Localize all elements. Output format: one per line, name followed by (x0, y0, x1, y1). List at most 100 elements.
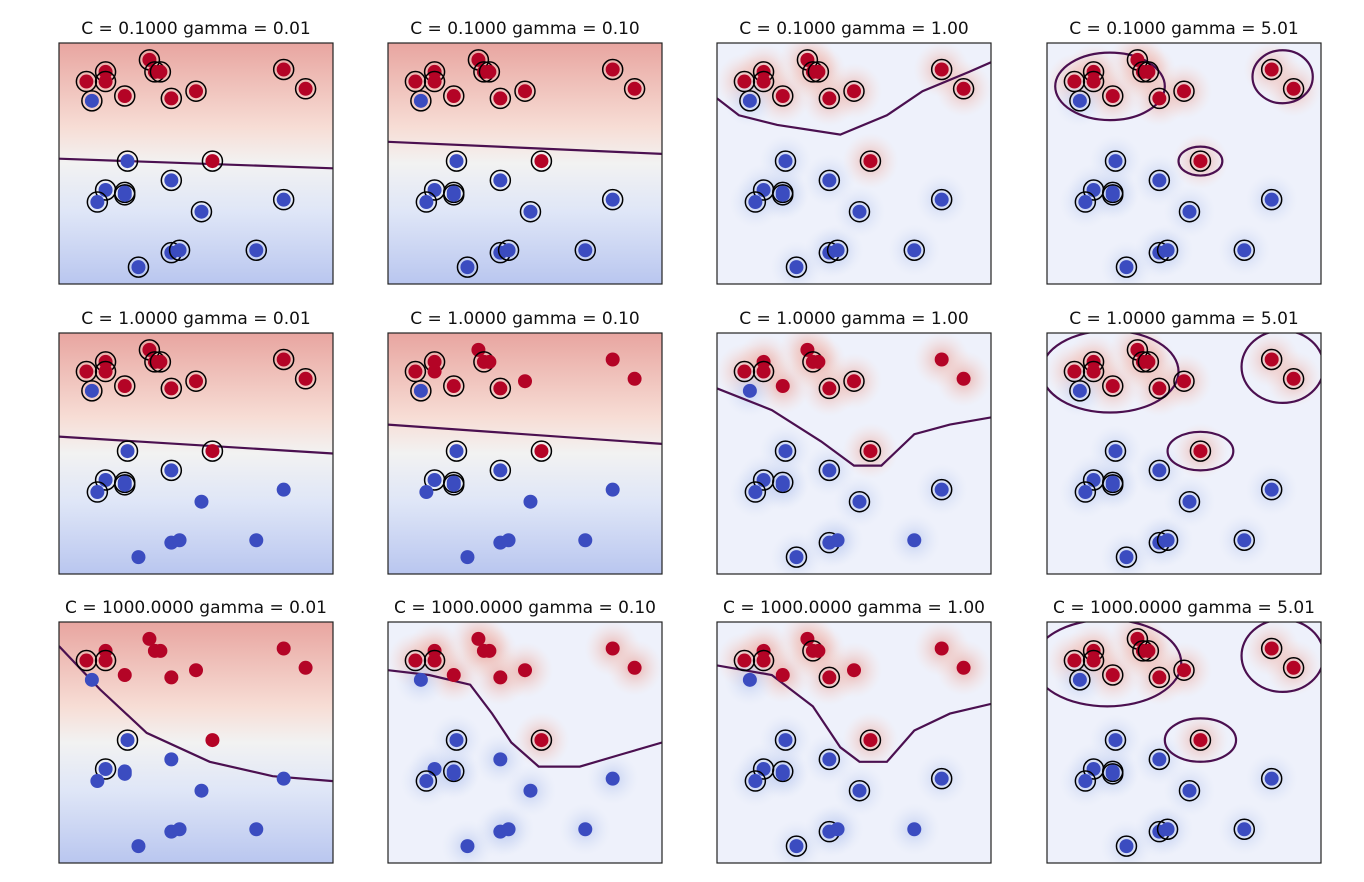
support-vector-ring (114, 375, 136, 397)
data-point (1160, 533, 1175, 548)
data-point (194, 783, 209, 798)
panel-title: C = 0.1000 gamma = 1.00 (739, 19, 968, 39)
data-point (153, 643, 168, 658)
support-vector-ring (478, 61, 501, 83)
support-vector-ring (81, 380, 103, 402)
data-point (98, 183, 113, 198)
data-point (446, 766, 461, 781)
support-vector-ring (245, 239, 268, 262)
data-point (822, 670, 837, 685)
data-point (1141, 354, 1156, 369)
data-point (1067, 74, 1082, 89)
panel-0-0: C = 0.1000 gamma = 0.01 (58, 19, 334, 285)
data-point (1119, 260, 1134, 275)
data-point (427, 364, 442, 379)
data-point (413, 93, 428, 108)
data-point (427, 762, 442, 777)
support-vector-ring (445, 729, 468, 751)
data-point (298, 81, 313, 96)
axes-frame (387, 42, 663, 285)
data-point (1105, 379, 1120, 394)
data-point (276, 771, 291, 786)
support-vector-ring (1156, 239, 1179, 262)
support-vector-ring (114, 184, 136, 206)
data-point (1177, 84, 1191, 99)
data-point (98, 364, 113, 379)
data-point (446, 379, 461, 394)
data-point (1086, 653, 1101, 668)
data-point (1078, 195, 1093, 210)
data-point (493, 670, 508, 685)
data-point (1286, 660, 1301, 675)
support-vector-ring (818, 459, 841, 482)
data-point (1152, 670, 1167, 685)
support-vector-ring (848, 490, 871, 513)
data-point (1264, 62, 1279, 77)
panel-title: C = 1.0000 gamma = 1.00 (739, 309, 968, 329)
data-point (934, 771, 949, 786)
data-point (1237, 822, 1252, 837)
data-point (775, 187, 790, 202)
data-point (1152, 91, 1167, 106)
data-point (131, 550, 146, 565)
data-point (822, 91, 837, 106)
panel-0-1: C = 0.1000 gamma = 0.10 (387, 19, 663, 285)
data-point (90, 195, 105, 210)
data-point (1286, 81, 1301, 96)
data-point (1141, 64, 1156, 79)
support-vector-ring (818, 748, 841, 771)
data-point (120, 444, 135, 459)
data-point (446, 187, 461, 202)
data-point (194, 494, 209, 509)
data-point (153, 64, 168, 79)
support-vector-ring (752, 649, 775, 672)
data-point (748, 774, 763, 789)
support-vector-ring (1137, 640, 1160, 662)
support-vector-ring (1102, 184, 1124, 206)
support-vector-ring (201, 150, 224, 172)
support-vector-ring (1148, 169, 1171, 192)
data-point (605, 192, 620, 207)
data-point (419, 774, 434, 789)
data-point (298, 660, 313, 675)
data-point (852, 783, 867, 798)
data-point (1182, 204, 1197, 219)
data-point (164, 670, 179, 685)
support-vector-ring (160, 169, 183, 192)
data-point (419, 195, 434, 210)
support-vector-ring (752, 70, 775, 93)
support-vector-ring (1260, 188, 1283, 211)
data-point (1119, 550, 1134, 565)
support-vector-ring (410, 380, 432, 402)
support-vector-ring (772, 471, 794, 494)
decision-boundary (717, 61, 991, 136)
data-point (98, 653, 113, 668)
data-point (1086, 762, 1101, 777)
data-point (471, 52, 486, 67)
decision-boundary (1240, 622, 1321, 693)
data-point (1072, 383, 1087, 398)
data-point (863, 733, 878, 748)
data-point (1182, 494, 1197, 509)
support-vector-ring (752, 360, 775, 383)
data-point (172, 533, 187, 548)
data-point (756, 183, 771, 198)
data-point (1182, 783, 1197, 798)
support-vector-ring (1082, 360, 1105, 383)
data-point (276, 641, 291, 656)
data-point (427, 473, 442, 488)
data-point (276, 62, 291, 77)
support-vector-ring (848, 779, 871, 802)
data-point (427, 183, 442, 198)
data-point (298, 371, 313, 386)
support-vector-ring (1178, 779, 1201, 802)
support-vector-ring (733, 70, 756, 93)
data-point (1152, 752, 1167, 767)
support-vector-ring (1156, 818, 1179, 841)
support-vector-ring (1189, 440, 1212, 462)
data-point (1105, 89, 1120, 104)
data-point (830, 822, 845, 837)
data-point (84, 383, 99, 398)
data-point (518, 663, 532, 678)
data-point (1177, 374, 1191, 389)
